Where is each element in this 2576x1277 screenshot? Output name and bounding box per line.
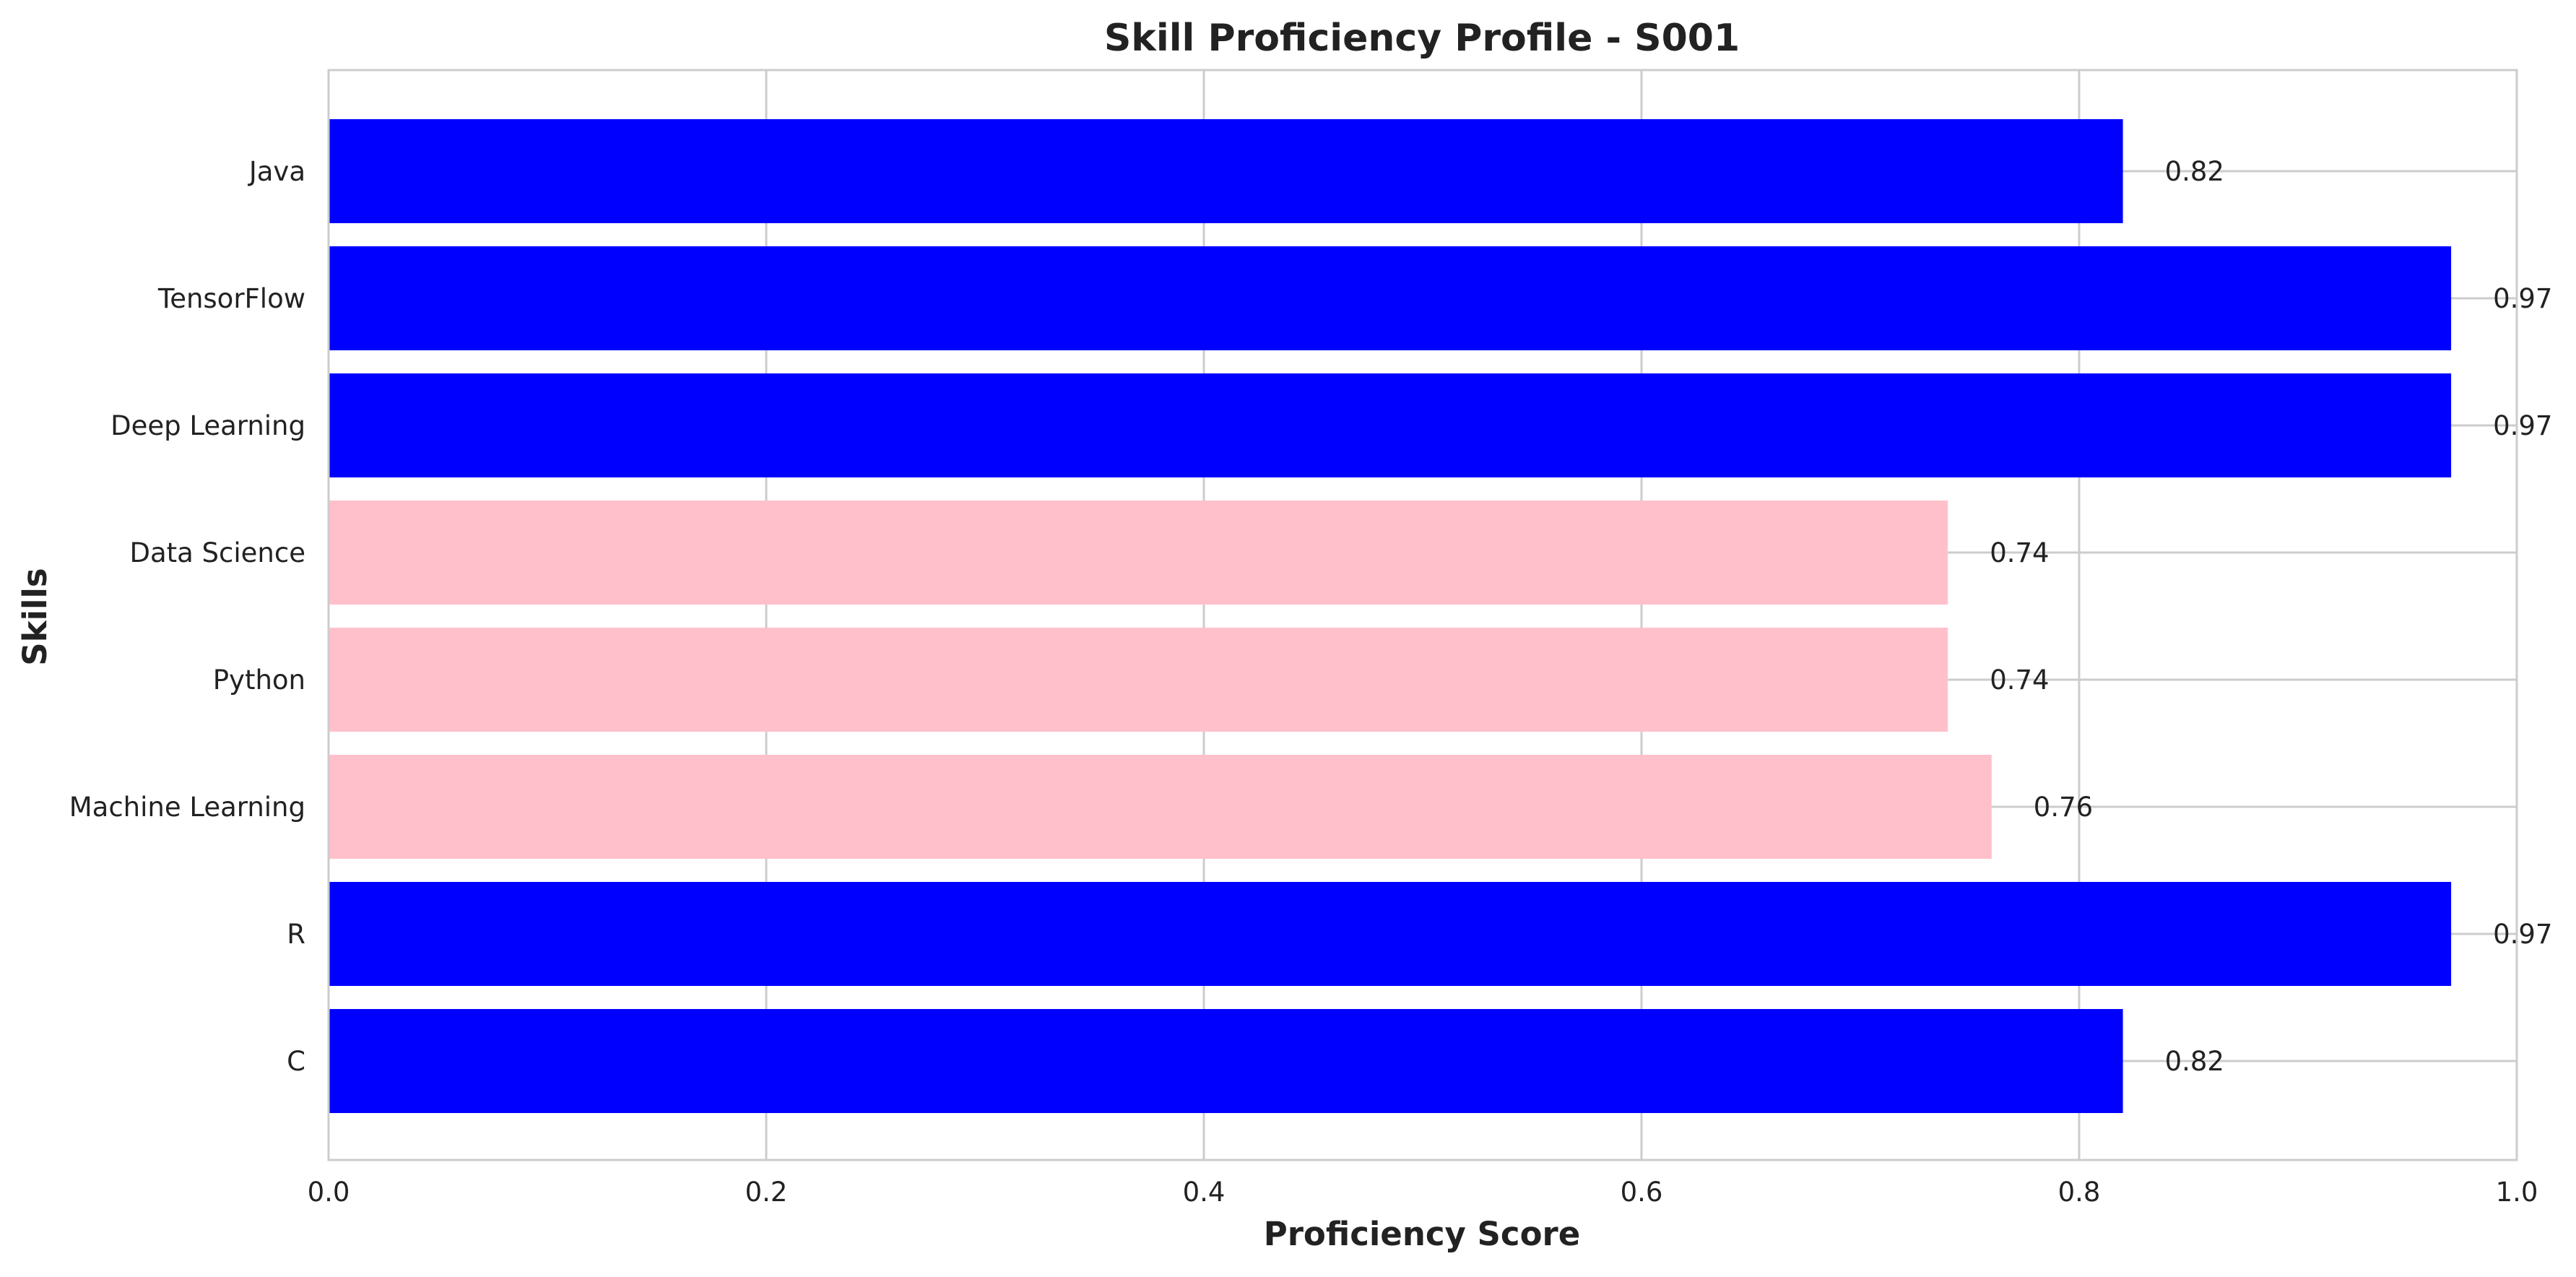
x-tick-label: 1.0 bbox=[2496, 1177, 2538, 1208]
y-tick-label: Python bbox=[213, 665, 305, 696]
plot-frame bbox=[327, 69, 2518, 1161]
value-label: 0.97 bbox=[2493, 283, 2552, 314]
y-axis-label: Skills bbox=[16, 568, 54, 665]
value-label: 0.76 bbox=[2034, 792, 2093, 823]
x-tick-label: 0.8 bbox=[2058, 1177, 2101, 1208]
y-tick-label: Java bbox=[248, 156, 305, 187]
value-label: 0.74 bbox=[1990, 537, 2049, 568]
bar-data-science bbox=[329, 501, 1948, 605]
chart-title: Skill Proficiency Profile - S001 bbox=[1104, 17, 1740, 60]
bars-group bbox=[329, 119, 2452, 1113]
value-label: 0.74 bbox=[1990, 665, 2049, 696]
x-tick-label: 0.4 bbox=[1183, 1177, 1226, 1208]
y-tick-label: Data Science bbox=[129, 537, 305, 568]
value-label: 0.82 bbox=[2165, 156, 2224, 187]
bar-deep-learning bbox=[329, 373, 2452, 477]
bar-c bbox=[329, 1009, 2123, 1113]
bar-r bbox=[329, 882, 2452, 986]
y-tick-label: C bbox=[287, 1046, 305, 1077]
y-tick-labels: C R Machine Learning Python Data Science Deep… bbox=[69, 156, 305, 1077]
y-tick-label: Deep Learning bbox=[110, 410, 305, 441]
x-tick-label: 0.0 bbox=[308, 1177, 350, 1208]
bar-machine-learning bbox=[329, 755, 1992, 859]
x-axis-label: Proficiency Score bbox=[1264, 1215, 1581, 1253]
value-label: 0.97 bbox=[2493, 919, 2552, 950]
value-label: 0.82 bbox=[2165, 1046, 2224, 1077]
x-tick-label: 0.6 bbox=[1621, 1177, 1663, 1208]
value-labels: 0.82 0.97 0.76 0.74 0.74 0.97 0.97 0.82 bbox=[1990, 156, 2552, 1077]
bar-python bbox=[329, 628, 1948, 732]
y-tick-label: TensorFlow bbox=[157, 283, 305, 314]
y-tick-label: R bbox=[287, 919, 305, 950]
bar-tensorflow bbox=[329, 246, 2452, 350]
x-tick-label: 0.2 bbox=[745, 1177, 788, 1208]
value-label: 0.97 bbox=[2493, 410, 2552, 441]
y-tick-label: Machine Learning bbox=[69, 792, 305, 823]
bar-java bbox=[329, 119, 2123, 223]
x-tick-labels: 0.0 0.2 0.4 0.6 0.8 1.0 bbox=[308, 1177, 2538, 1208]
